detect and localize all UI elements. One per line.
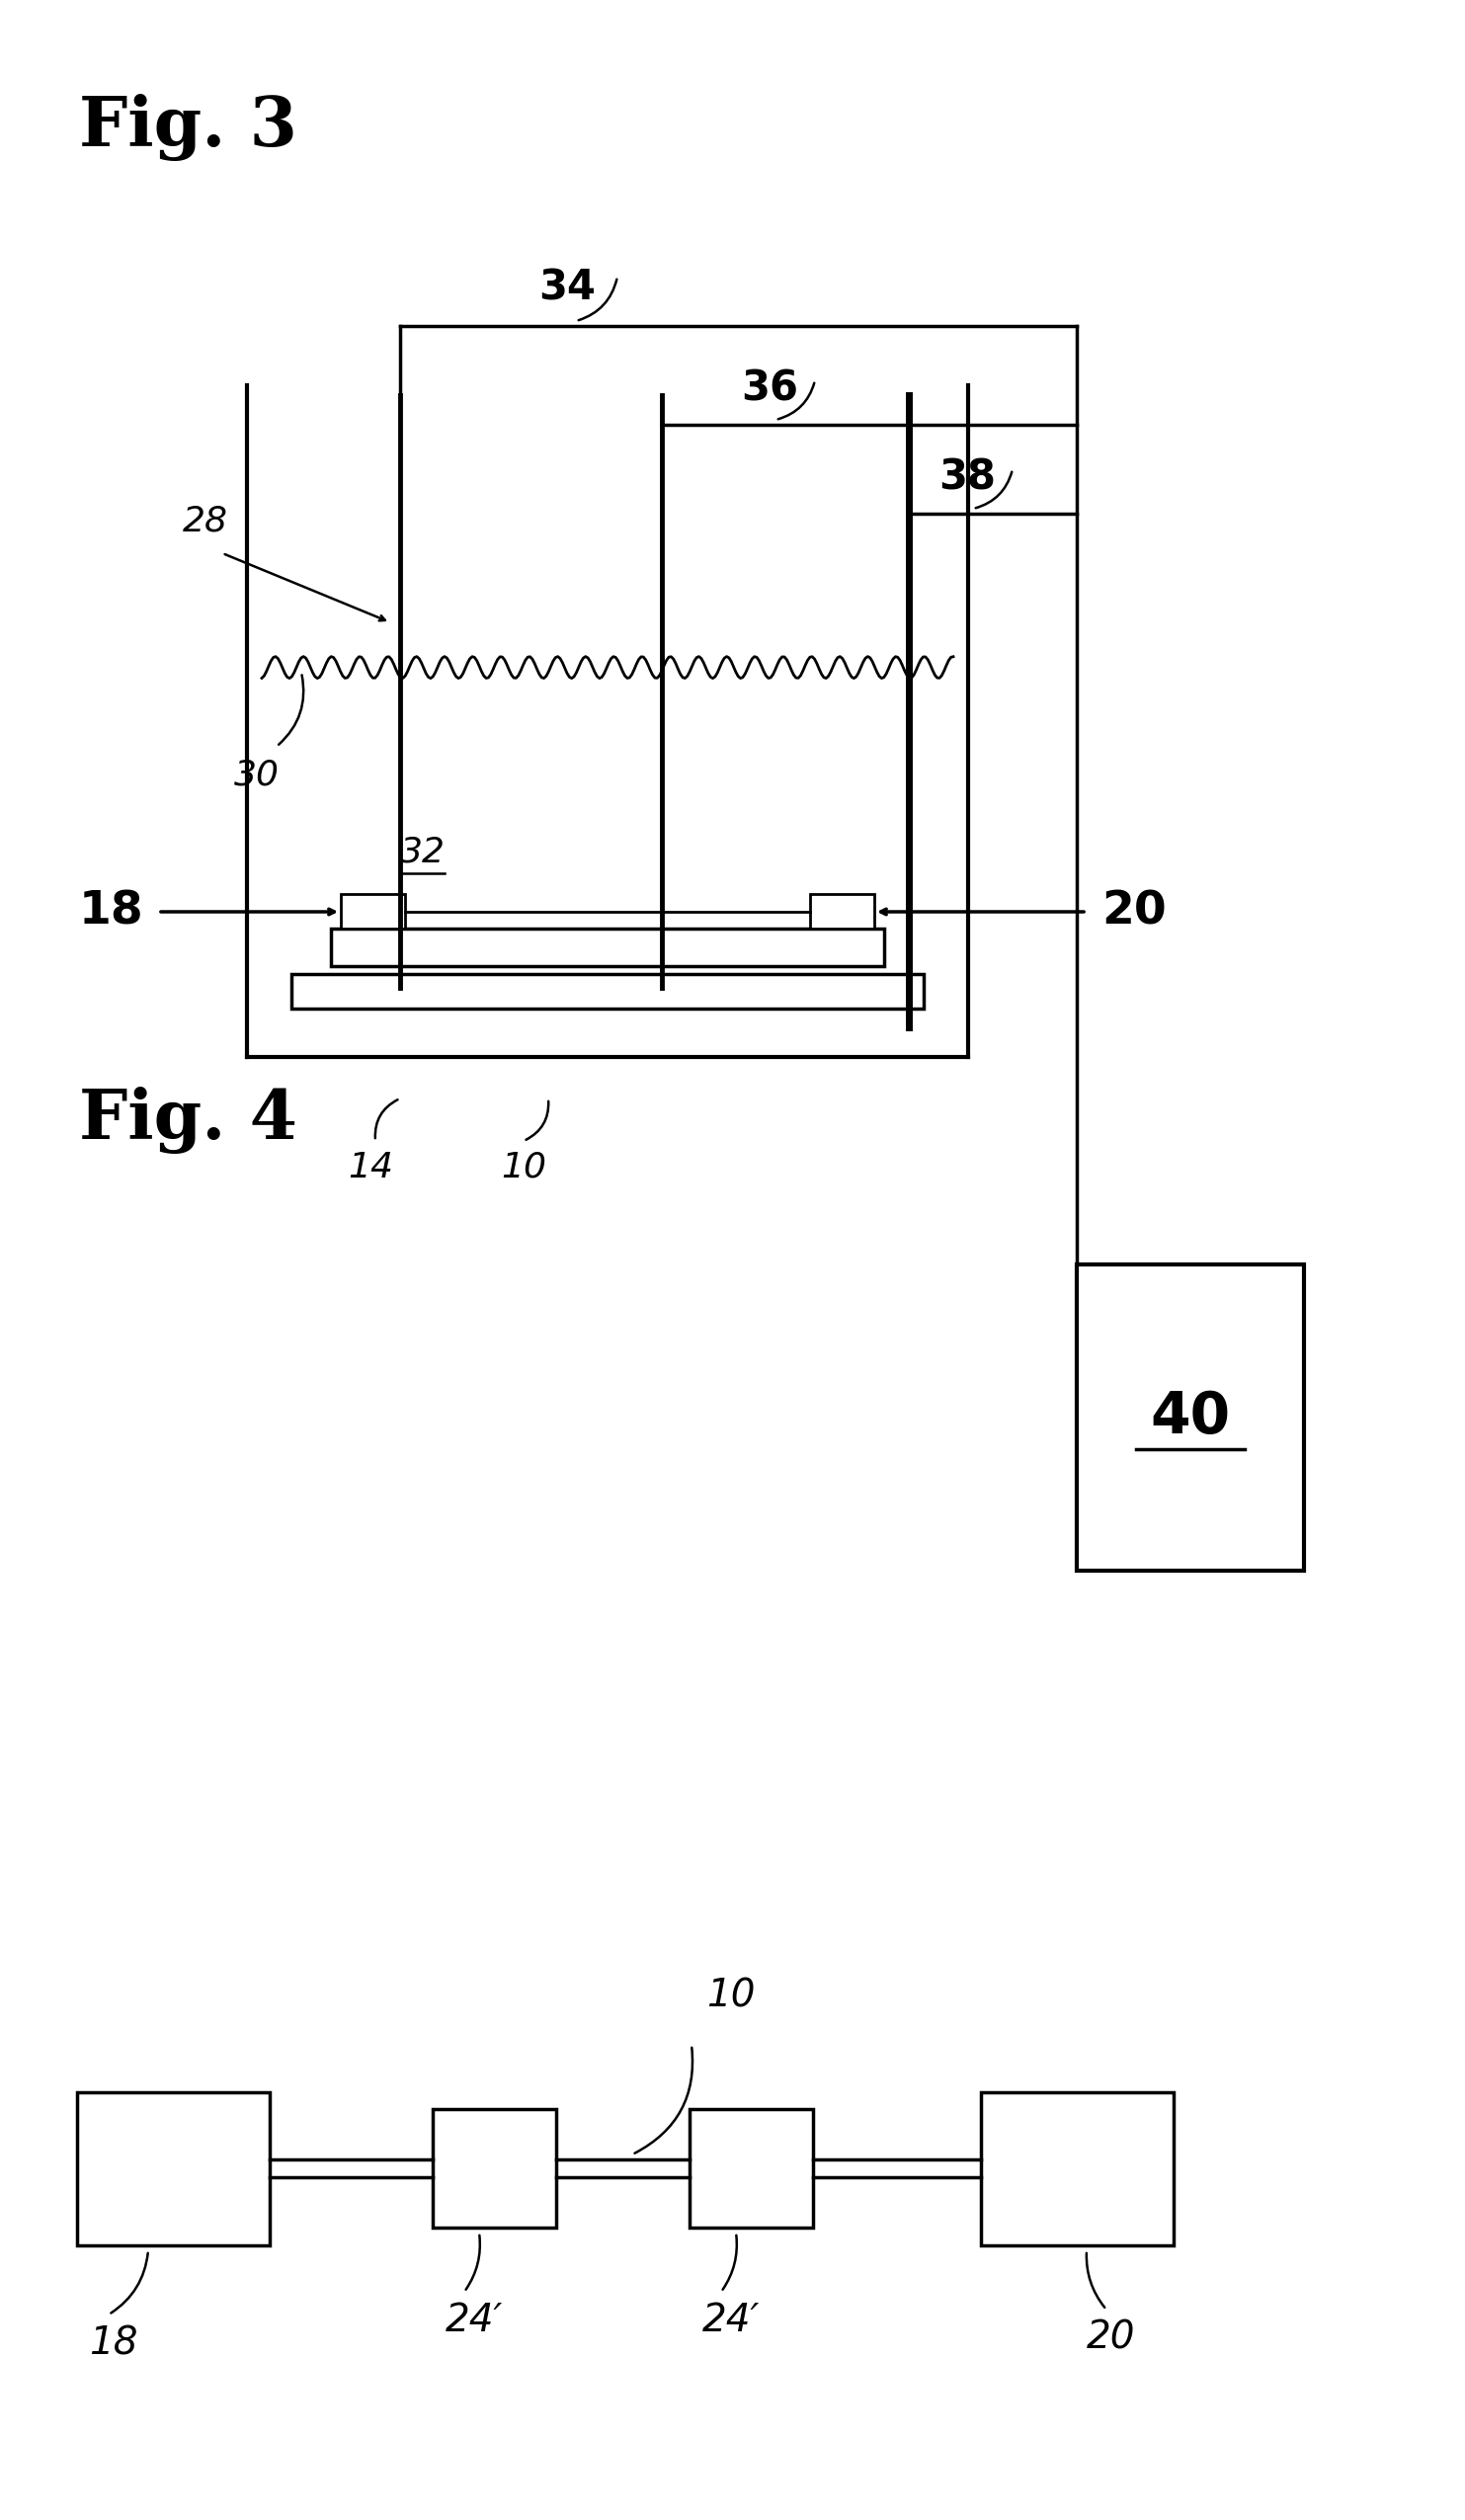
Text: 24′: 24′	[702, 2301, 760, 2339]
Text: 30: 30	[234, 759, 280, 791]
Text: Fig. 4: Fig. 4	[79, 1086, 297, 1154]
Bar	[432, 2109, 557, 2228]
Text: 28: 28	[183, 504, 229, 537]
Text: 18: 18	[89, 2323, 138, 2361]
Bar	[1077, 1265, 1304, 1570]
Bar	[341, 895, 404, 927]
Bar	[810, 895, 875, 927]
Bar	[982, 2092, 1173, 2245]
Text: 20: 20	[1087, 2318, 1135, 2356]
Bar	[690, 2109, 813, 2228]
Text: 10: 10	[501, 1152, 546, 1184]
Text: Fig. 3: Fig. 3	[79, 93, 297, 161]
Text: 18: 18	[79, 890, 144, 935]
Text: 32: 32	[400, 834, 445, 869]
Text: 40: 40	[1150, 1389, 1231, 1446]
Text: 20: 20	[1102, 890, 1166, 935]
Bar	[78, 2092, 270, 2245]
Bar	[331, 927, 885, 965]
Text: 14: 14	[347, 1152, 393, 1184]
Text: 34: 34	[538, 267, 596, 307]
Text: 36: 36	[741, 368, 798, 411]
Text: 38: 38	[939, 456, 996, 499]
Bar	[292, 975, 923, 1008]
Text: 24′: 24′	[445, 2301, 502, 2339]
Text: 10: 10	[706, 1978, 756, 2016]
